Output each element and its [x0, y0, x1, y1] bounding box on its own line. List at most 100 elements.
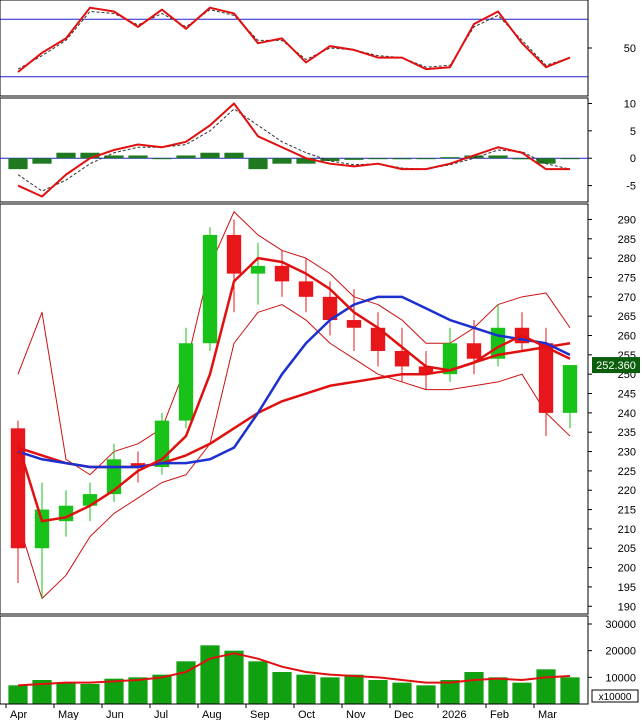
- macd-histogram-bar: [512, 158, 532, 160]
- price-axis-tick-label: 220: [618, 485, 636, 497]
- price-axis-tick-label: 240: [618, 408, 636, 420]
- x-axis-month-label: Oct: [298, 709, 315, 720]
- rsi-axis-tick-label: 50: [624, 43, 636, 55]
- candle-down: [130, 463, 146, 468]
- candle-down: [370, 327, 386, 351]
- x-axis-month-label: Feb: [490, 709, 509, 720]
- macd-histogram-bar: [368, 158, 388, 160]
- volume-bar: [464, 672, 484, 704]
- candle-down: [538, 343, 554, 413]
- macd-histogram-bar: [536, 158, 556, 164]
- price-axis-tick-label: 280: [618, 253, 636, 265]
- macd-axis-tick-label: 0: [630, 153, 636, 165]
- macd-panel: 10 5 0 -5: [0, 97, 636, 203]
- candle-up: [82, 494, 98, 506]
- macd-histogram-bar: [56, 152, 76, 159]
- x-axis-month-label: Aug: [202, 709, 222, 720]
- volume-bar: [8, 685, 28, 704]
- moving-average-blue: [17, 295, 571, 469]
- macd-histogram-bar: [392, 158, 412, 160]
- candle-down: [466, 343, 482, 359]
- price-axis-tick-label: 210: [618, 524, 636, 536]
- candle-down: [346, 320, 362, 328]
- macd-histogram-bar: [272, 158, 292, 164]
- macd-histogram-bar: [320, 158, 340, 161]
- x-axis-month-label: Jul: [154, 709, 168, 720]
- volume-axis-tick-label: 20000: [605, 646, 636, 658]
- price-axis-tick-label: 205: [618, 543, 636, 555]
- volume-unit-box: [591, 689, 639, 703]
- volume-panel: 30000 20000 10000 x10000: [0, 615, 639, 705]
- macd-histogram-bar: [344, 158, 364, 160]
- volume-bar: [80, 684, 100, 704]
- price-axis-tick-label: 275: [618, 272, 636, 284]
- volume-bar: [488, 677, 508, 704]
- x-axis-month-label: May: [58, 709, 79, 720]
- macd-histogram-bar: [32, 158, 52, 164]
- volume-bar: [440, 680, 460, 704]
- price-axis-tick-label: 190: [618, 601, 636, 613]
- candle-down: [322, 296, 338, 321]
- volume-bar: [224, 650, 244, 704]
- volume-bar: [176, 661, 196, 704]
- x-axis-month-label: Sep: [250, 709, 270, 720]
- candle-down: [394, 350, 410, 367]
- volume-bar: [104, 678, 124, 704]
- macd-histogram-bar: [488, 155, 508, 159]
- macd-histogram-bar: [152, 158, 172, 160]
- price-axis-tick-label: 230: [618, 447, 636, 459]
- macd-histogram-bar: [128, 155, 148, 159]
- volume-unit-label: x10000: [599, 692, 632, 703]
- volume-bar: [152, 674, 172, 704]
- macd-histogram-bar: [80, 152, 100, 159]
- bollinger-lower-band: [17, 304, 571, 600]
- last-price-tag: [592, 357, 640, 374]
- candle-up: [178, 343, 194, 421]
- moving-average-short-red: [16, 256, 571, 523]
- candle-up: [562, 365, 578, 413]
- macd-histogram-bar: [200, 152, 220, 159]
- volume-bar: [56, 682, 76, 704]
- volume-moving-average: [17, 652, 571, 687]
- last-price-label: 252.360: [596, 360, 636, 372]
- volume-bar: [320, 677, 340, 704]
- price-axis-tick-label: 225: [618, 466, 636, 478]
- macd-axis-tick-label: -5: [626, 181, 636, 193]
- macd-line: [17, 102, 570, 198]
- candle-up: [202, 234, 218, 344]
- bollinger-upper-band: [17, 211, 571, 476]
- price-axis-tick-label: 245: [618, 389, 636, 401]
- x-axis-month-label: 2026: [442, 709, 466, 720]
- macd-histogram-bar: [440, 157, 460, 159]
- macd-histogram-bar: [224, 152, 244, 159]
- candle-up: [34, 509, 50, 549]
- macd-histogram-bar: [176, 155, 196, 159]
- macd-histogram-bar: [560, 158, 580, 160]
- price-axis-tick-label: 270: [618, 292, 636, 304]
- candle-up: [442, 343, 458, 375]
- x-axis: Apr May Jun Jul Aug Sep Oct Nov Dec 2026 Feb Mar: [0, 703, 588, 720]
- volume-bar: [128, 677, 148, 704]
- volume-axis-tick-label: 30000: [605, 619, 636, 631]
- macd-histogram-bar: [296, 158, 316, 164]
- volume-bar: [200, 645, 220, 704]
- volume-bar: [368, 680, 388, 704]
- volume-bar: [344, 674, 364, 704]
- x-axis-month-label: Nov: [346, 709, 366, 720]
- volume-bar: [560, 677, 580, 704]
- price-axis-tick-label: 200: [618, 563, 636, 575]
- macd-histogram-bar: [8, 158, 28, 170]
- volume-bar: [296, 674, 316, 704]
- volume-bar: [32, 680, 52, 704]
- candle-down: [226, 234, 242, 274]
- macd-histogram-bar: [464, 155, 484, 159]
- price-axis-tick-label: 290: [618, 214, 636, 226]
- price-axis-tick-label: 235: [618, 427, 636, 439]
- x-axis-month-label: Mar: [538, 709, 557, 720]
- candle-up: [250, 265, 266, 274]
- price-axis-tick-label: 285: [618, 234, 636, 246]
- x-axis-month-label: Dec: [394, 709, 414, 720]
- rsi-panel: 50: [0, 0, 636, 97]
